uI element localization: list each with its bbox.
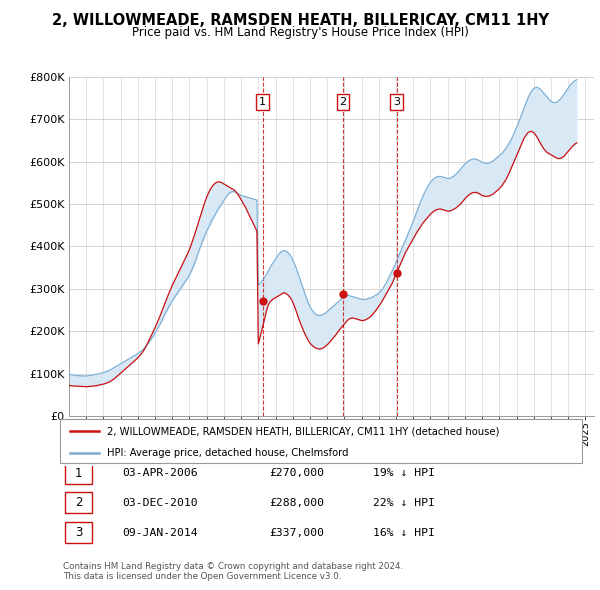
Text: £337,000: £337,000	[269, 528, 324, 538]
Text: HPI: Average price, detached house, Chelmsford: HPI: Average price, detached house, Chel…	[107, 448, 349, 458]
FancyBboxPatch shape	[65, 522, 92, 543]
Text: 2: 2	[75, 496, 83, 509]
Text: 03-APR-2006: 03-APR-2006	[122, 468, 198, 478]
FancyBboxPatch shape	[65, 463, 92, 484]
Text: Price paid vs. HM Land Registry's House Price Index (HPI): Price paid vs. HM Land Registry's House …	[131, 26, 469, 39]
Text: 1: 1	[259, 97, 266, 107]
FancyBboxPatch shape	[60, 419, 582, 463]
Text: This data is licensed under the Open Government Licence v3.0.: This data is licensed under the Open Gov…	[63, 572, 341, 581]
Text: 3: 3	[75, 526, 82, 539]
Text: Contains HM Land Registry data © Crown copyright and database right 2024.: Contains HM Land Registry data © Crown c…	[63, 562, 403, 571]
Text: 16% ↓ HPI: 16% ↓ HPI	[373, 528, 435, 538]
Text: 22% ↓ HPI: 22% ↓ HPI	[373, 498, 435, 507]
Text: 19% ↓ HPI: 19% ↓ HPI	[373, 468, 435, 478]
Text: 03-DEC-2010: 03-DEC-2010	[122, 498, 198, 507]
Text: 3: 3	[393, 97, 400, 107]
Text: £288,000: £288,000	[269, 498, 324, 507]
Text: £270,000: £270,000	[269, 468, 324, 478]
Text: 09-JAN-2014: 09-JAN-2014	[122, 528, 198, 538]
FancyBboxPatch shape	[65, 492, 92, 513]
Text: 2, WILLOWMEADE, RAMSDEN HEATH, BILLERICAY, CM11 1HY (detached house): 2, WILLOWMEADE, RAMSDEN HEATH, BILLERICA…	[107, 427, 499, 436]
Text: 1: 1	[75, 467, 83, 480]
Text: 2: 2	[340, 97, 347, 107]
Text: 2, WILLOWMEADE, RAMSDEN HEATH, BILLERICAY, CM11 1HY: 2, WILLOWMEADE, RAMSDEN HEATH, BILLERICA…	[52, 13, 548, 28]
